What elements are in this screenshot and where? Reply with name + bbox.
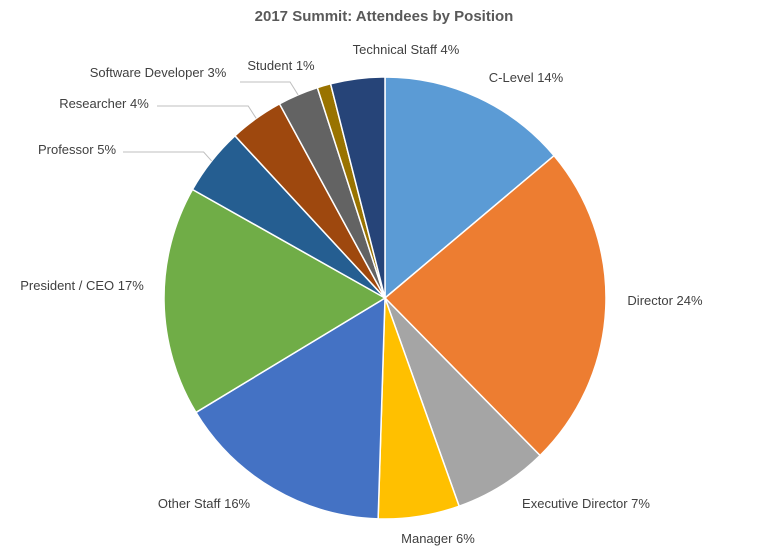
leader-lines <box>123 81 299 162</box>
leader-line-professor <box>123 151 212 162</box>
pie-slice-technical-staff <box>329 76 386 299</box>
pie-slice-president-ceo <box>163 188 387 414</box>
pie-slice-other-staff <box>194 296 386 520</box>
slice-labels: C-Level 14% Director 24% Executive Directo… <box>20 42 703 546</box>
leader-line-software-developer <box>240 81 299 96</box>
slice-label-c-level: C-Level 14% <box>489 70 564 85</box>
slice-label-director: Director 24% <box>627 293 703 308</box>
slice-label-manager: Manager 6% <box>401 531 475 546</box>
pie-slice-c-level <box>384 76 556 300</box>
slice-label-student: Student 1% <box>247 58 315 73</box>
slice-label-professor: Professor 5% <box>38 142 116 157</box>
leader-line-researcher <box>157 105 257 119</box>
slice-label-software-developer: Software Developer 3% <box>90 65 227 80</box>
chart-title: 2017 Summit: Attendees by Position <box>254 8 514 25</box>
slice-label-technical-staff: Technical Staff 4% <box>353 42 460 57</box>
pie-slices <box>163 76 607 520</box>
slice-label-researcher: Researcher 4% <box>59 96 149 111</box>
slice-label-executive-director: Executive Director 7% <box>522 496 650 511</box>
slice-label-president-ceo: President / CEO 17% <box>20 278 144 293</box>
pie-slice-director <box>383 154 607 457</box>
slice-label-other-staff: Other Staff 16% <box>158 496 251 511</box>
